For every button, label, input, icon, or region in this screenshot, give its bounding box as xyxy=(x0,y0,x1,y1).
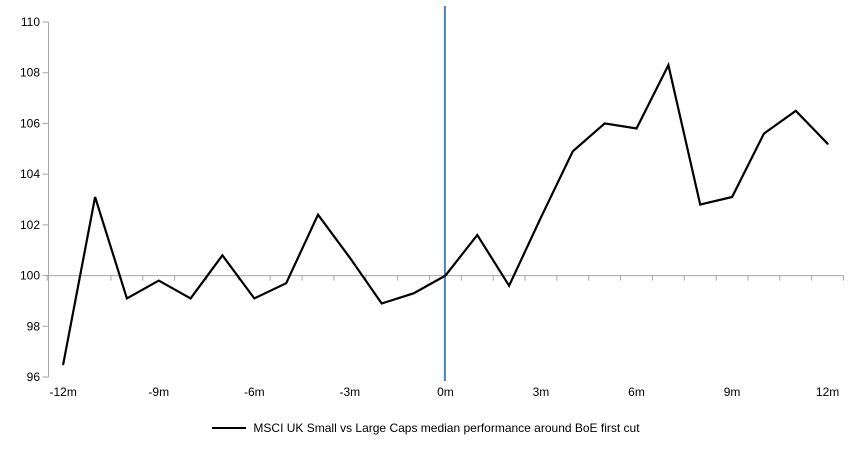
x-tick-label: 0m xyxy=(437,385,454,399)
y-tick-label: 106 xyxy=(20,116,40,130)
y-tick-label: 104 xyxy=(20,167,40,181)
y-tick-label: 110 xyxy=(21,15,40,29)
x-tick-label: 12m xyxy=(816,385,839,399)
y-tick-label: 98 xyxy=(27,319,41,333)
legend-line-sample xyxy=(212,427,247,429)
series-line xyxy=(62,61,829,366)
x-tick-label: -3m xyxy=(340,385,361,399)
x-tick-label: -6m xyxy=(244,385,265,399)
y-tick-label: 108 xyxy=(20,66,40,80)
y-tick-label: 102 xyxy=(20,218,40,232)
line-chart: 96 98 100 102 104 106 108 110 -12m -9m -6m -3m 0m 3m 6… xyxy=(20,6,845,399)
x-tick-label: 6m xyxy=(628,385,645,399)
x-tick-label: -12m xyxy=(50,385,77,399)
y-tick-label: 96 xyxy=(27,370,41,384)
legend-label: MSCI UK Small vs Large Caps median perfo… xyxy=(253,421,640,435)
x-tick-label: 9m xyxy=(724,385,741,399)
y-tick-label: 100 xyxy=(20,269,40,283)
x-tick-label: -9m xyxy=(148,385,169,399)
legend: MSCI UK Small vs Large Caps median perfo… xyxy=(0,413,852,443)
x-tick-label: 3m xyxy=(533,385,550,399)
